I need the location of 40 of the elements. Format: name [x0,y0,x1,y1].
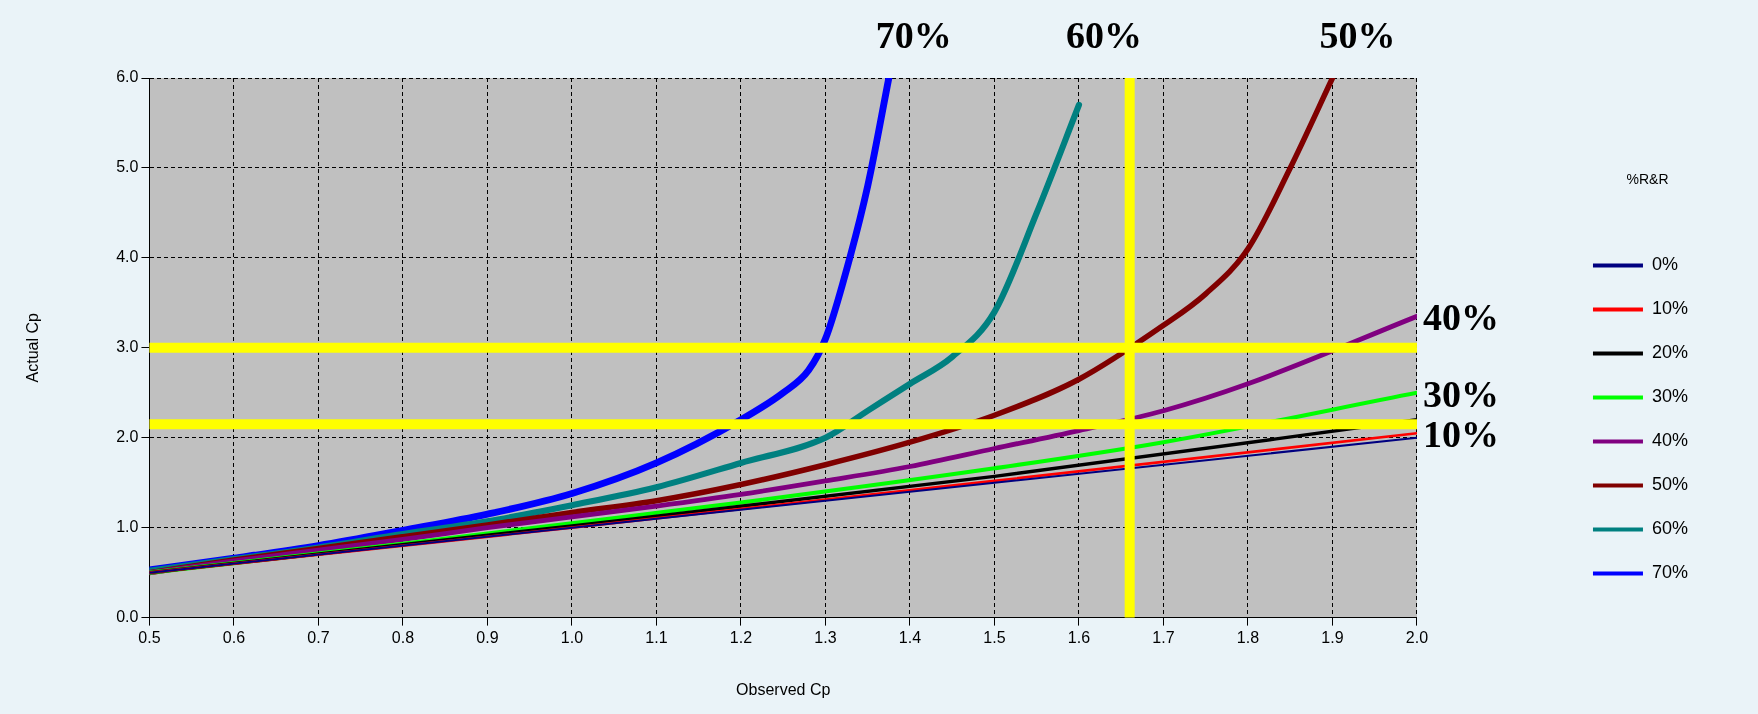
legend-label: 20% [1651,342,1688,363]
y-tick-label: 5.0 [116,158,139,176]
y-axis-title: Actual Cp [24,313,42,383]
x-tick-label: 0.6 [222,628,246,646]
legend-label: 50% [1651,474,1688,495]
x-tick-label: 1.4 [898,628,922,646]
legend-label: 30% [1651,386,1688,407]
x-tick-label: 2.0 [1405,628,1429,646]
x-tick-label: 1.6 [1067,628,1091,646]
legend-label: 10% [1651,298,1688,319]
legend-label: 40% [1651,430,1688,451]
legend-label: 60% [1651,518,1688,539]
y-tick-label: 4.0 [116,248,139,266]
annotation: 60% [1065,14,1142,56]
y-tick-label: 6.0 [116,68,139,86]
y-tick-label: 2.0 [116,428,139,446]
x-tick-label: 1.1 [645,628,668,646]
y-tick-label: 1.0 [116,518,139,536]
x-tick-label: 1.0 [560,628,584,646]
x-tick-label: 1.9 [1321,628,1344,646]
x-tick-label: 1.8 [1236,628,1260,646]
x-tick-label: 1.7 [1152,628,1175,646]
x-tick-label: 0.7 [307,628,330,646]
x-tick-label: 1.3 [814,628,837,646]
x-tick-label: 0.9 [476,628,499,646]
annotation: 10% [1422,413,1499,456]
legend-label: 70% [1651,562,1688,583]
x-tick-label: 0.5 [138,628,161,646]
legend-label: 0% [1651,254,1678,275]
x-tick-label: 1.5 [983,628,1006,646]
y-tick-label: 3.0 [116,338,139,356]
annotation: 70% [875,14,952,56]
x-tick-label: 0.8 [391,628,415,646]
x-tick-label: 1.2 [729,628,753,646]
annotation: 40% [1422,296,1499,339]
annotation: 50% [1319,14,1396,56]
y-tick-label: 0.0 [116,608,139,626]
legend-title: %R&R [1626,171,1669,188]
x-axis-title: Observed Cp [736,680,831,698]
annotation: 30% [1422,372,1499,415]
